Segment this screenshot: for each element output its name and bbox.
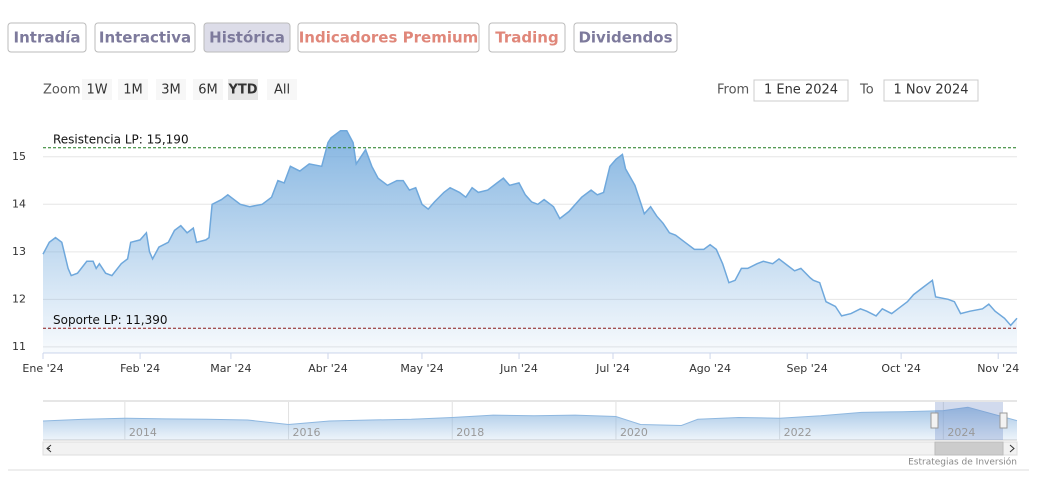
x-tick-label: Mar '24 [210, 362, 251, 375]
navigator-tick-label: 2020 [620, 426, 648, 439]
navigator-tick-label: 2018 [456, 426, 484, 439]
x-tick-label: Jul '24 [595, 362, 630, 375]
navigator-handle[interactable] [930, 412, 939, 429]
tab-label: Interactiva [99, 29, 191, 47]
navigator-tick-label: 2016 [293, 426, 321, 439]
tab-label: Intradía [14, 29, 81, 47]
x-tick-label: Sep '24 [787, 362, 828, 375]
y-tick-label: 15 [12, 150, 26, 163]
navigator-tick-label: 2024 [947, 426, 975, 439]
zoom-button-label: YTD [227, 83, 257, 98]
zoom-button-label: 3M [161, 83, 181, 98]
y-tick-label: 12 [12, 292, 26, 305]
reference-label: Resistencia LP: 15,190 [53, 132, 189, 146]
zoom-label: Zoom [43, 83, 80, 98]
zoom-button[interactable] [228, 79, 258, 100]
reference-label: Soporte LP: 11,390 [53, 313, 168, 327]
tab[interactable] [297, 22, 480, 53]
zoom-button[interactable] [118, 79, 148, 100]
scrollbar-thumb[interactable] [934, 441, 1004, 456]
tab[interactable] [573, 22, 678, 53]
y-tick-label: 13 [12, 245, 26, 258]
zoom-button-label: 1M [123, 83, 143, 98]
from-label: From [717, 83, 749, 98]
tab[interactable] [94, 22, 196, 53]
scroll-left[interactable] [46, 444, 52, 453]
navigator-tick-label: 2022 [784, 426, 812, 439]
navigator-tick-label: 2014 [129, 426, 157, 439]
y-tick-label: 11 [12, 340, 26, 353]
tab[interactable] [488, 22, 566, 53]
zoom-button[interactable] [193, 79, 223, 100]
zoom-button[interactable] [156, 79, 186, 100]
navigator-handle[interactable] [999, 412, 1008, 429]
zoom-button-label: 6M [198, 83, 218, 98]
credit: Estrategias de Inversión [908, 457, 1017, 468]
tab-label: Histórica [209, 29, 285, 47]
tab-label: Indicadores Premium [299, 29, 479, 47]
y-tick-label: 14 [12, 197, 26, 210]
navigator-selection[interactable] [935, 402, 1003, 440]
area-fill [43, 130, 1017, 353]
area-fill [43, 407, 1017, 440]
x-tick-label: Feb '24 [120, 362, 160, 375]
x-tick-label: Abr '24 [308, 362, 348, 375]
x-tick-label: Oct '24 [881, 362, 921, 375]
zoom-button[interactable] [267, 79, 297, 100]
to-label: To [859, 83, 874, 98]
from-input[interactable] [753, 79, 849, 102]
tab-label: Dividendos [578, 29, 672, 47]
area-line [42, 406, 1018, 427]
x-tick-label: Nov '24 [977, 362, 1019, 375]
to-input[interactable] [883, 79, 979, 102]
tab[interactable] [7, 22, 87, 53]
zoom-button[interactable] [82, 79, 112, 100]
x-tick-label: Ene '24 [22, 362, 63, 375]
x-tick-label: Ago '24 [689, 362, 731, 375]
scroll-right[interactable] [1009, 444, 1015, 453]
zoom-button-label: All [274, 83, 290, 98]
zoom-button-label: 1W [86, 83, 107, 98]
scrollbar-track[interactable] [42, 441, 1018, 456]
tab[interactable] [203, 22, 291, 53]
x-tick-label: Jun '24 [499, 362, 538, 375]
area-line [42, 129, 1018, 327]
to-value: 1 Nov 2024 [894, 83, 969, 98]
tab-label: Trading [495, 29, 558, 47]
from-value: 1 Ene 2024 [764, 83, 838, 98]
x-tick-label: May '24 [400, 362, 443, 375]
